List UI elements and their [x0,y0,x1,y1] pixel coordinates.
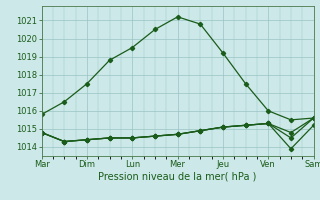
X-axis label: Pression niveau de la mer( hPa ): Pression niveau de la mer( hPa ) [99,172,257,182]
